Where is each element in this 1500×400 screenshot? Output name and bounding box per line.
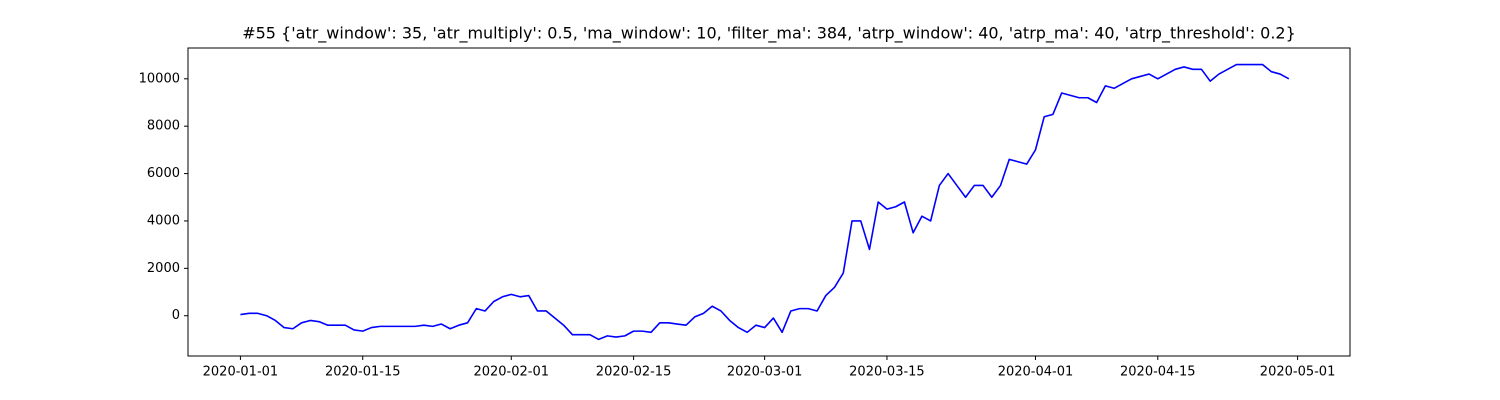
y-tick-label: 10000 xyxy=(139,71,180,86)
x-tick-label: 2020-02-01 xyxy=(473,365,549,380)
line-series xyxy=(240,63,1290,341)
x-tick-label: 2020-04-01 xyxy=(998,365,1074,380)
x-tick-label: 2020-01-15 xyxy=(325,365,401,380)
y-tick-label: 8000 xyxy=(147,119,180,134)
x-tick-label: 2020-03-15 xyxy=(849,365,925,380)
y-tick-label: 4000 xyxy=(147,213,180,228)
y-tick-label: 2000 xyxy=(147,261,180,276)
x-tick-label: 2020-05-01 xyxy=(1260,365,1336,380)
chart-title: #55 {'atr_window': 35, 'atr_multiply': 0… xyxy=(242,24,1296,44)
x-tick-label: 2020-02-15 xyxy=(596,365,672,380)
y-tick-label: 0 xyxy=(172,308,180,323)
x-tick-label: 2020-01-01 xyxy=(203,365,279,380)
plot-frame xyxy=(187,47,1351,357)
x-tick-label: 2020-03-01 xyxy=(727,365,803,380)
x-tick-label: 2020-04-15 xyxy=(1120,365,1196,380)
y-tick-label: 6000 xyxy=(147,166,180,181)
